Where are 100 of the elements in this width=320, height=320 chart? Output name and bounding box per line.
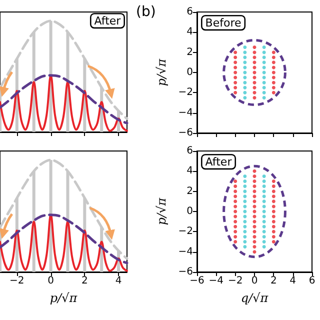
y-tick-label: −6: [178, 128, 193, 138]
y-tick-label: 4: [186, 26, 193, 38]
point: [252, 245, 256, 249]
point: [272, 70, 276, 74]
point: [272, 76, 276, 80]
point: [252, 50, 256, 54]
point: [272, 60, 276, 64]
point: [262, 200, 266, 204]
point: [262, 240, 266, 244]
point: [272, 90, 276, 94]
y-tick-label: −4: [178, 246, 193, 258]
point: [243, 50, 247, 54]
x-tick-label: −2: [10, 276, 24, 286]
point: [252, 56, 256, 60]
point: [234, 234, 238, 238]
point: [234, 80, 238, 84]
point: [243, 245, 247, 249]
y-tick-label: −4: [178, 107, 193, 118]
point: [234, 200, 238, 204]
point: [252, 234, 256, 238]
point: [243, 86, 247, 90]
point: [272, 204, 276, 208]
point: [243, 90, 247, 94]
point: [234, 180, 238, 183]
annotation: After: [205, 155, 232, 168]
point: [252, 180, 256, 183]
point: [234, 214, 238, 218]
point: [262, 86, 266, 90]
point: [234, 230, 238, 234]
point: [243, 220, 247, 224]
point: [252, 96, 256, 100]
point: [272, 86, 276, 90]
point: [243, 46, 247, 50]
point: [272, 66, 276, 70]
x-tick-label: 0: [48, 276, 54, 286]
point: [243, 240, 247, 244]
point: [272, 210, 276, 214]
point: [252, 86, 256, 90]
annotation: After: [94, 14, 122, 28]
point: [252, 230, 256, 234]
point: [272, 190, 276, 194]
point: [243, 96, 247, 100]
x-axis-title: q/√π: [240, 291, 270, 305]
x-tick-label: 4: [115, 276, 122, 286]
point: [272, 50, 276, 54]
point: [272, 234, 276, 238]
point: [234, 56, 238, 60]
point: [234, 204, 238, 208]
y-axis-title: p/√π: [154, 58, 168, 86]
x-tick-label: −2: [228, 276, 243, 286]
point: [243, 184, 247, 188]
point: [243, 76, 247, 80]
y-tick-label: 0: [186, 67, 193, 78]
x-tick-label: 6: [308, 276, 316, 286]
point: [262, 60, 266, 64]
point: [252, 174, 256, 178]
x-tick-label: 4: [290, 276, 296, 286]
y-tick-label: 0: [186, 206, 193, 217]
point: [272, 184, 276, 188]
point: [234, 76, 238, 80]
point: [243, 194, 247, 198]
point: [234, 70, 238, 74]
point: [252, 224, 256, 228]
point: [234, 194, 238, 198]
point: [252, 184, 256, 188]
point: [234, 60, 238, 64]
point: [262, 90, 266, 94]
point: [262, 190, 266, 194]
point: [243, 200, 247, 204]
point: [252, 90, 256, 94]
point: [243, 234, 247, 238]
point: [234, 210, 238, 214]
point: [262, 180, 266, 183]
point: [234, 90, 238, 94]
point: [234, 240, 238, 244]
point: [234, 66, 238, 70]
x-tick-label: 2: [81, 276, 88, 286]
y-tick-label: 6: [186, 146, 193, 156]
point: [262, 56, 266, 60]
y-tick-label: 2: [186, 186, 193, 197]
point: [272, 200, 276, 204]
y-axis-title: p/√π: [154, 196, 168, 226]
point: [262, 50, 266, 54]
point: [234, 224, 238, 228]
y-tick-label: 2: [186, 46, 193, 58]
point: [252, 194, 256, 198]
point: [252, 46, 256, 50]
point: [252, 190, 256, 194]
point: [252, 169, 256, 173]
point: [272, 56, 276, 60]
point: [234, 50, 238, 54]
point: [234, 184, 238, 188]
annotation: Before: [205, 16, 242, 30]
y-tick-label: −2: [178, 87, 193, 98]
point: [272, 240, 276, 244]
y-tick-label: −6: [178, 266, 193, 278]
point: [272, 220, 276, 224]
point: [243, 66, 247, 70]
point: [243, 80, 247, 84]
text: (b): [136, 4, 156, 20]
